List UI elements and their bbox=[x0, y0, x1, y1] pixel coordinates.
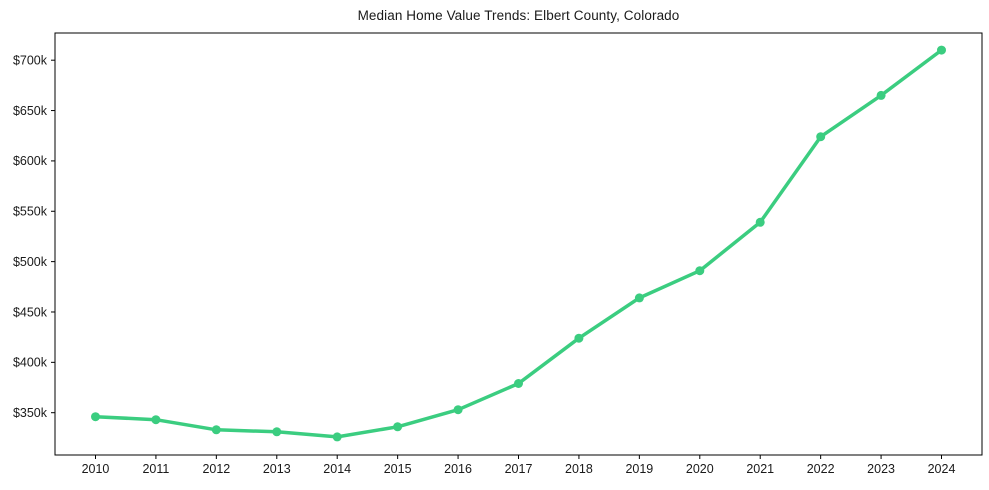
x-tick-label: 2015 bbox=[384, 462, 412, 476]
data-point-marker bbox=[574, 333, 584, 343]
x-tick-label: 2017 bbox=[505, 462, 533, 476]
x-tick-label: 2010 bbox=[82, 462, 110, 476]
y-tick-label: $350k bbox=[13, 406, 48, 420]
y-tick-label: $550k bbox=[13, 205, 48, 219]
x-tick-label: 2012 bbox=[202, 462, 230, 476]
y-tick-label: $500k bbox=[13, 255, 48, 269]
x-tick-label: 2014 bbox=[323, 462, 351, 476]
data-point-marker bbox=[151, 415, 161, 425]
data-point-marker bbox=[634, 293, 644, 303]
data-point-marker bbox=[272, 427, 282, 437]
chart-title: Median Home Value Trends: Elbert County,… bbox=[357, 8, 680, 23]
data-point-marker bbox=[211, 425, 221, 435]
y-tick-label: $700k bbox=[13, 53, 48, 67]
data-point-marker bbox=[816, 132, 826, 142]
x-tick-label: 2013 bbox=[263, 462, 291, 476]
data-point-marker bbox=[393, 422, 403, 432]
data-point-marker bbox=[332, 432, 342, 442]
x-tick-label: 2016 bbox=[444, 462, 472, 476]
x-tick-label: 2018 bbox=[565, 462, 593, 476]
trend-line bbox=[93, 48, 944, 439]
data-point-marker bbox=[937, 45, 946, 55]
y-tick-label: $400k bbox=[13, 356, 48, 370]
data-point-marker bbox=[695, 266, 705, 276]
x-tick-label: 2024 bbox=[928, 462, 956, 476]
x-tick-label: 2019 bbox=[625, 462, 653, 476]
y-tick-label: $600k bbox=[13, 154, 48, 168]
data-point-marker bbox=[876, 90, 886, 100]
y-tick-label: $450k bbox=[13, 305, 48, 319]
x-tick-label: 2022 bbox=[807, 462, 835, 476]
x-tick-label: 2020 bbox=[686, 462, 714, 476]
x-tick-label: 2023 bbox=[867, 462, 895, 476]
x-tick-label: 2021 bbox=[746, 462, 774, 476]
data-point-marker bbox=[453, 405, 463, 415]
x-tick-label: 2011 bbox=[142, 462, 169, 476]
data-point-marker bbox=[514, 379, 523, 388]
y-tick-label: $650k bbox=[13, 104, 48, 118]
plot-border bbox=[54, 32, 983, 456]
data-point-marker bbox=[91, 412, 100, 422]
data-point-marker bbox=[755, 217, 765, 227]
